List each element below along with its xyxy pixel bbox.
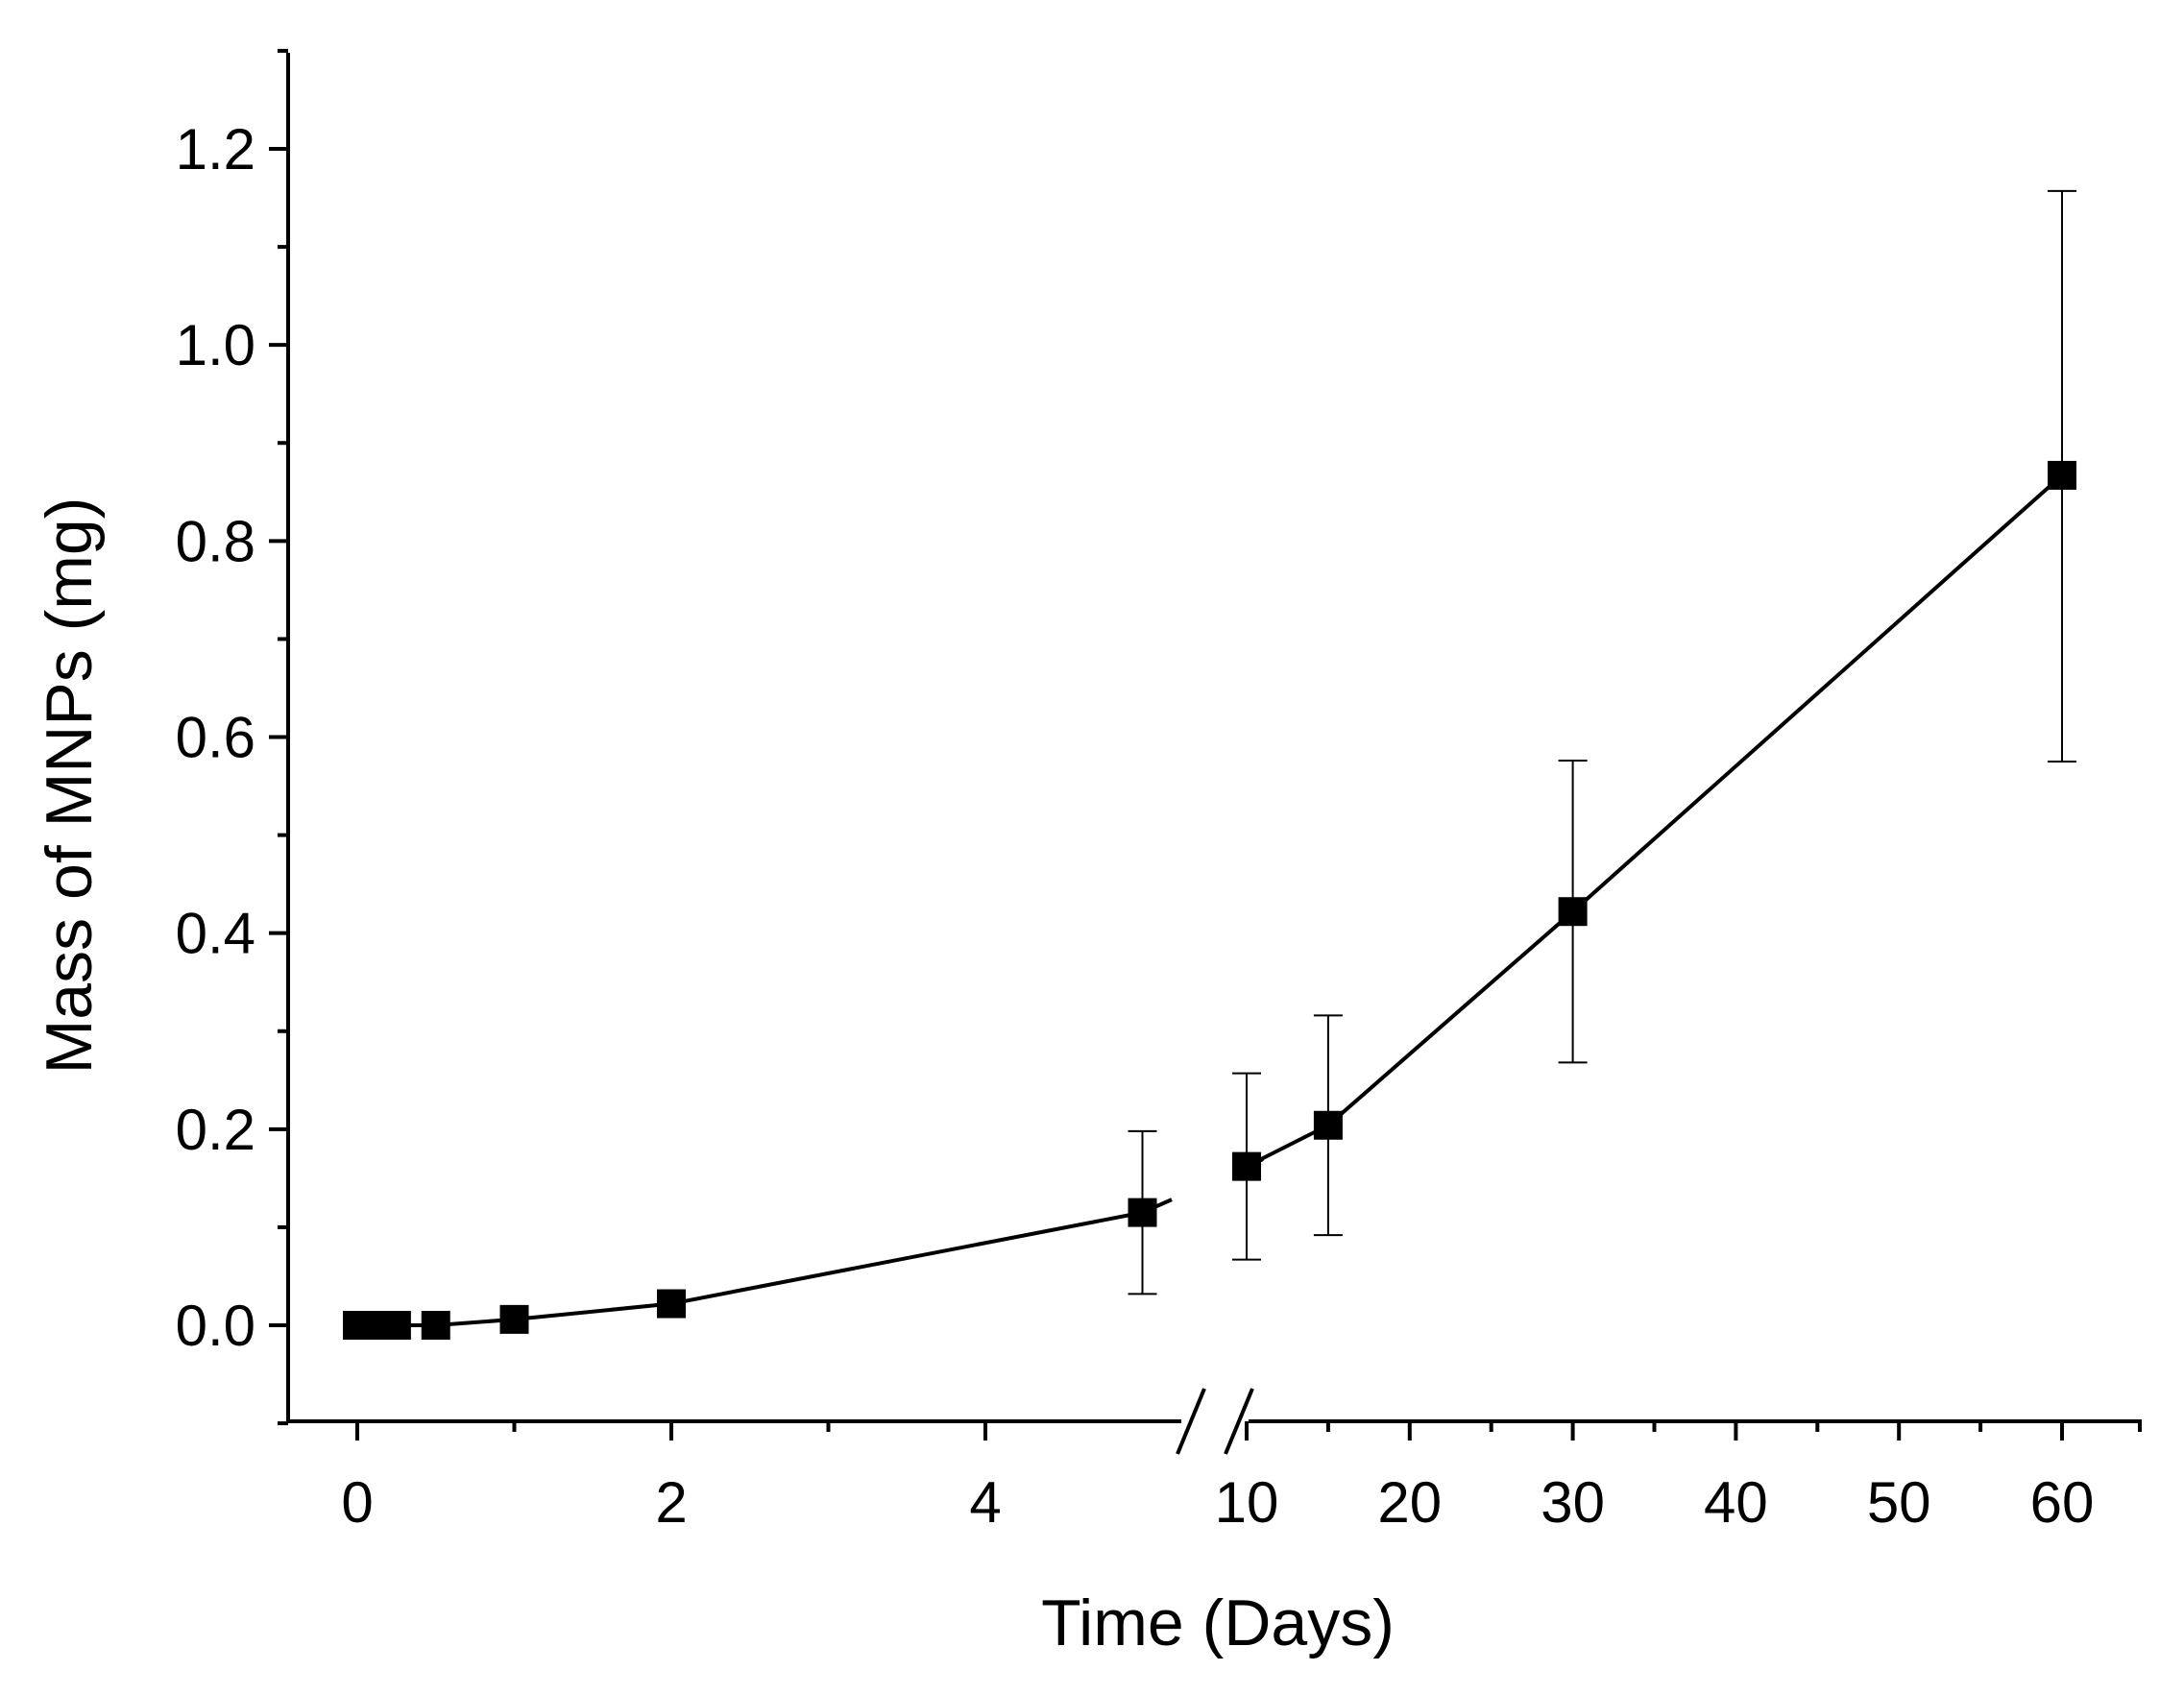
- y-axis-title: Mass of MNPs (mg): [33, 497, 106, 1075]
- x-tick-label: 10: [1215, 1470, 1279, 1535]
- series-line-segment: [1246, 473, 2064, 1169]
- data-point: [657, 1289, 686, 1319]
- data-point: [1558, 897, 1588, 927]
- y-tick-label: 0.8: [176, 509, 255, 573]
- error-bars: [1128, 189, 2076, 1295]
- x-tick-label: 60: [2030, 1470, 2095, 1535]
- y-tick-label: 0.2: [176, 1098, 255, 1162]
- y-tick-label: 0.4: [176, 902, 255, 966]
- axes: [269, 48, 2142, 1455]
- data-point: [421, 1311, 450, 1340]
- data-markers: [343, 460, 2076, 1340]
- x-tick-label: 4: [969, 1470, 1001, 1535]
- x-tick-labels: 0 2 4 10 20 30 40 50 60: [341, 1470, 2094, 1535]
- y-tick-label: 1.0: [176, 313, 255, 377]
- y-tick-label: 0.0: [176, 1294, 255, 1358]
- x-tick-label: 20: [1377, 1470, 1442, 1535]
- x-axis-title: Time (Days): [1041, 1586, 1395, 1659]
- x-tick-label: 2: [655, 1470, 687, 1535]
- y-tick-labels: 0.0 0.2 0.4 0.6 0.8 1.0 1.2: [176, 117, 255, 1358]
- x-tick-label: 40: [1704, 1470, 1768, 1535]
- data-point: [381, 1311, 411, 1340]
- axis-break-mark: [1224, 1388, 1254, 1455]
- y-tick-label: 1.2: [176, 117, 255, 182]
- x-tick-label: 50: [1867, 1470, 1931, 1535]
- data-point: [2048, 460, 2076, 490]
- data-point: [1128, 1198, 1157, 1227]
- series-line-segment: [357, 1210, 1143, 1327]
- x-tick-label: 0: [341, 1470, 373, 1535]
- y-tick-label: 0.6: [176, 706, 255, 770]
- data-point: [1313, 1110, 1343, 1140]
- series-line: [357, 473, 2064, 1327]
- data-point: [1232, 1151, 1261, 1181]
- axis-break-mark: [1176, 1388, 1206, 1455]
- data-point: [499, 1304, 529, 1334]
- x-tick-label: 30: [1541, 1470, 1605, 1535]
